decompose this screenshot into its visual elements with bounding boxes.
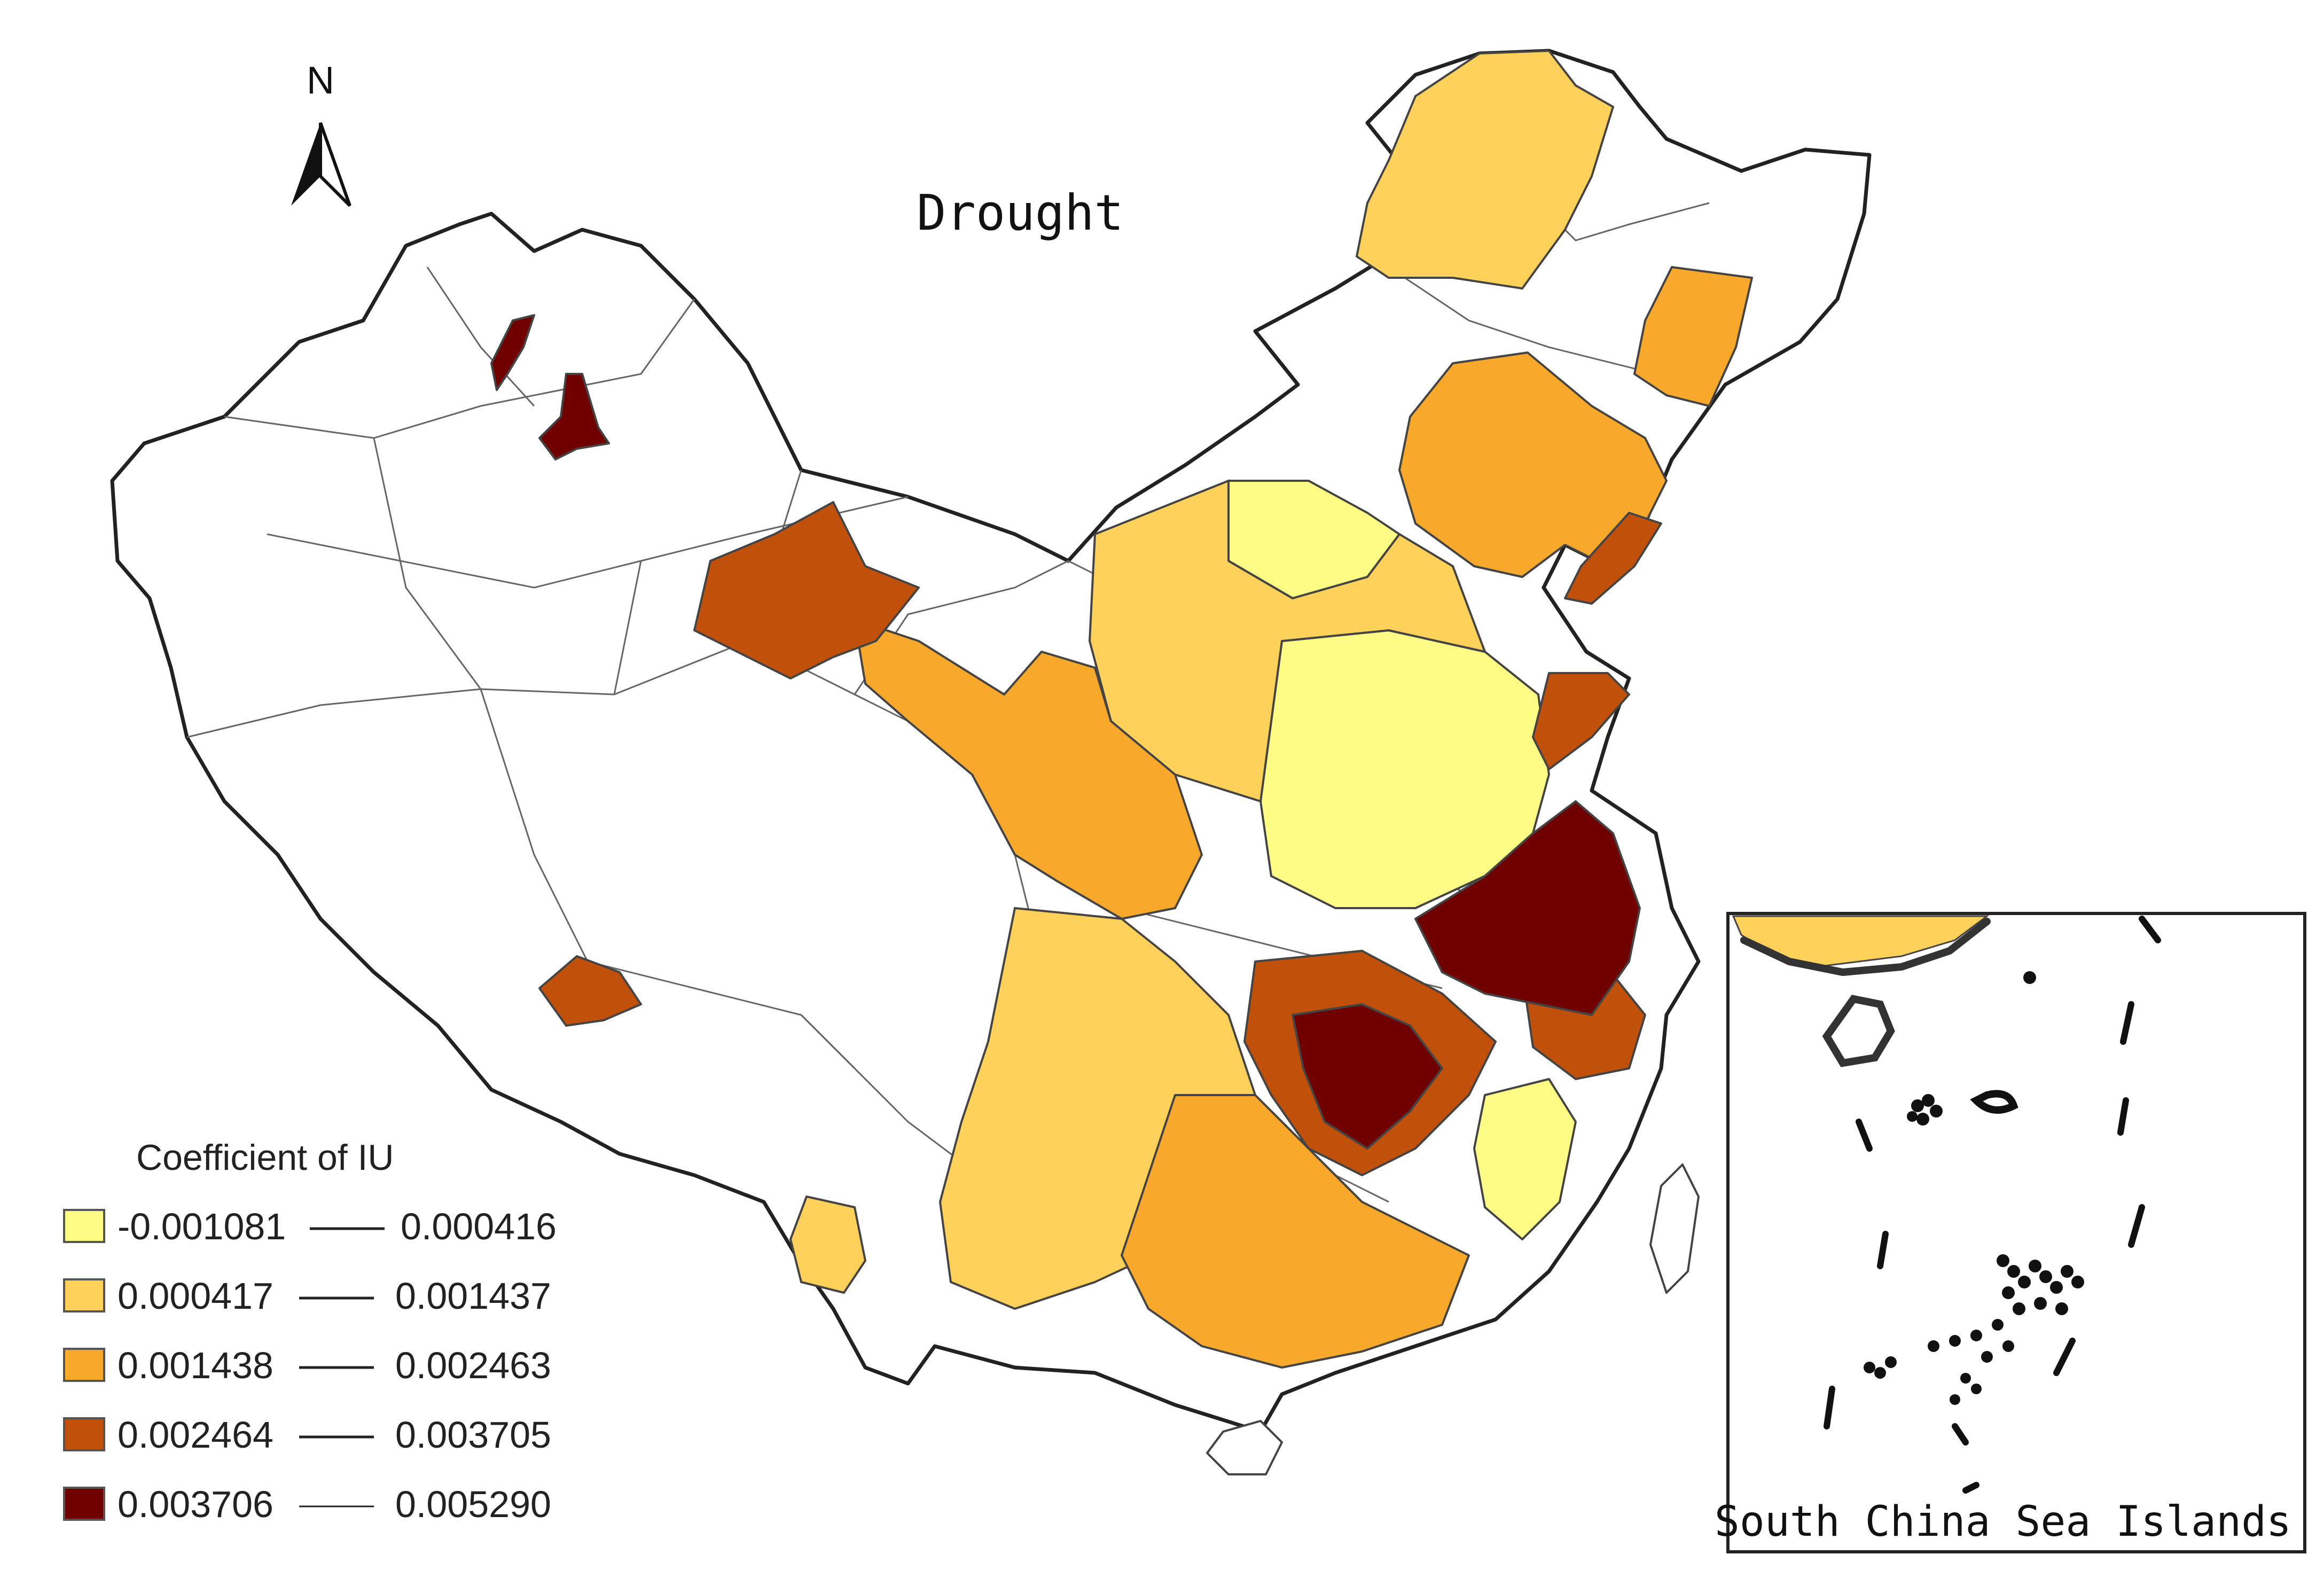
region-shandong [1532, 672, 1630, 770]
legend-item: 0.001438 0.002463 [63, 1345, 551, 1386]
legend-swatch [63, 1417, 105, 1451]
north-label: N [307, 59, 334, 102]
region-xinjiang-north-a [490, 314, 535, 391]
legend-from: 0.003706 [118, 1483, 273, 1525]
region-inner-mongolia-east [1398, 351, 1668, 578]
legend-to: 0.005290 [395, 1483, 551, 1525]
inset-frame [1726, 912, 2306, 1553]
region-northwest-band [854, 619, 1203, 920]
region-tibet-south [538, 955, 642, 1027]
legend-item: -0.001081 0.000416 [63, 1206, 557, 1247]
legend-from: 0.000417 [118, 1275, 273, 1317]
nine-dash-line [1824, 916, 2161, 1494]
legend-to: 0.000416 [401, 1206, 557, 1247]
legend-from: 0.002464 [118, 1414, 273, 1456]
map-title: Drought [917, 184, 1124, 241]
region-yangtze-core [1292, 800, 1641, 1150]
legend-item: 0.003706 0.005290 [63, 1483, 551, 1525]
legend-from: -0.001081 [118, 1206, 286, 1247]
region-gansu-west [693, 501, 920, 679]
legend-to: 0.003705 [395, 1414, 551, 1456]
legend-item: 0.002464 0.003705 [63, 1414, 551, 1456]
legend-swatch [63, 1278, 105, 1312]
region-liaoning-coast [1564, 512, 1662, 605]
region-yunnan-west [789, 1196, 866, 1294]
legend-swatch [63, 1487, 105, 1521]
region-taiwan [1649, 1163, 1700, 1294]
legend-swatch [63, 1348, 105, 1382]
region-xinjiang-north-b [538, 373, 610, 460]
legend-item: 0.000417 0.001437 [63, 1275, 551, 1317]
region-southeast-coast [1473, 1078, 1577, 1240]
inset-label: South China Sea Islands [1715, 1498, 2291, 1546]
legend-to: 0.001437 [395, 1275, 551, 1317]
region-heilongjiang-north [1356, 50, 1614, 290]
island-dots [1864, 971, 2084, 1405]
region-hainan [1206, 1420, 1283, 1475]
legend-swatch [63, 1209, 105, 1243]
legend-title: Coefficient of IU [136, 1137, 394, 1178]
legend-to: 0.002463 [395, 1345, 551, 1386]
region-jilin [1633, 266, 1753, 407]
north-arrow-icon: N [291, 59, 351, 207]
legend-from: 0.001438 [118, 1345, 273, 1386]
legend: Coefficient of IU -0.001081 0.000416 0.0… [63, 1137, 557, 1525]
inset-map: South China Sea Islands [1715, 912, 2306, 1553]
